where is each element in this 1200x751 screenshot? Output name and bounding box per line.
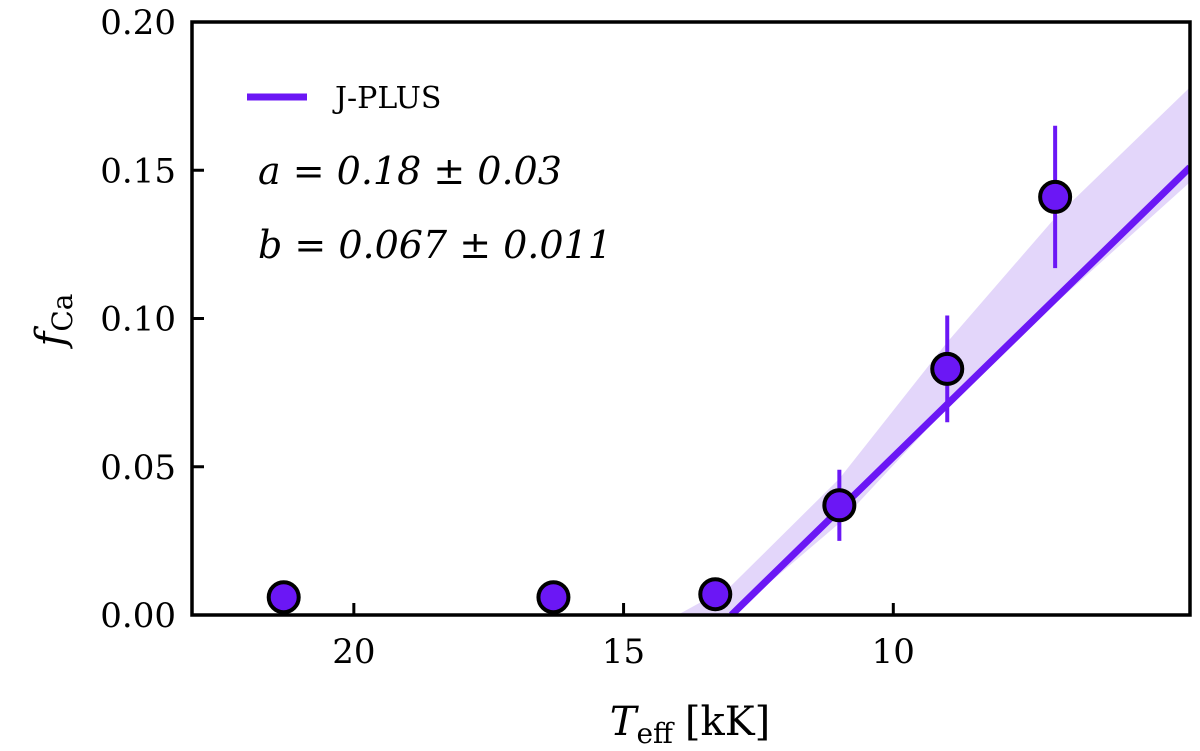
legend-label: J-PLUS	[332, 81, 441, 116]
axes: 20 15 10 0.00 0.05 0.10 0.15 0.20	[100, 3, 1192, 672]
x-tick-label: 15	[602, 632, 645, 672]
data-point-1	[536, 580, 571, 615]
y-tick-label: 0.10	[100, 300, 176, 340]
legend: J-PLUS	[247, 81, 441, 116]
fit-line	[729, 164, 1190, 615]
fit-confidence-band	[677, 87, 1190, 615]
x-tick-label: 10	[872, 632, 915, 672]
y-tick-label: 0.00	[100, 596, 176, 636]
x-axis-label-main: T	[610, 699, 640, 745]
data-point-4	[930, 351, 965, 386]
data-point-5	[1038, 179, 1073, 214]
data-point-3	[822, 488, 857, 523]
x-axis-label: Teff [kK]	[610, 699, 771, 750]
y-tick-label: 0.05	[100, 448, 176, 488]
y-tick-label: 0.15	[100, 151, 176, 191]
y-tick-label: 0.20	[100, 3, 176, 43]
x-axis-label-unit: [kK]	[685, 699, 770, 745]
y-axis-label-sub: Ca	[46, 294, 79, 332]
x-tick-label: 20	[332, 632, 375, 672]
annotation-b: b = 0.067 ± 0.011	[258, 223, 612, 267]
plot-inner	[677, 87, 1190, 615]
y-axis-label: fCa	[28, 294, 79, 350]
data-point-2	[698, 577, 733, 612]
x-axis-label-sub: eff	[636, 717, 675, 750]
data-point-0	[266, 580, 301, 615]
plot-area	[266, 87, 1190, 615]
annotation-a: a = 0.18 ± 0.03	[258, 149, 562, 193]
